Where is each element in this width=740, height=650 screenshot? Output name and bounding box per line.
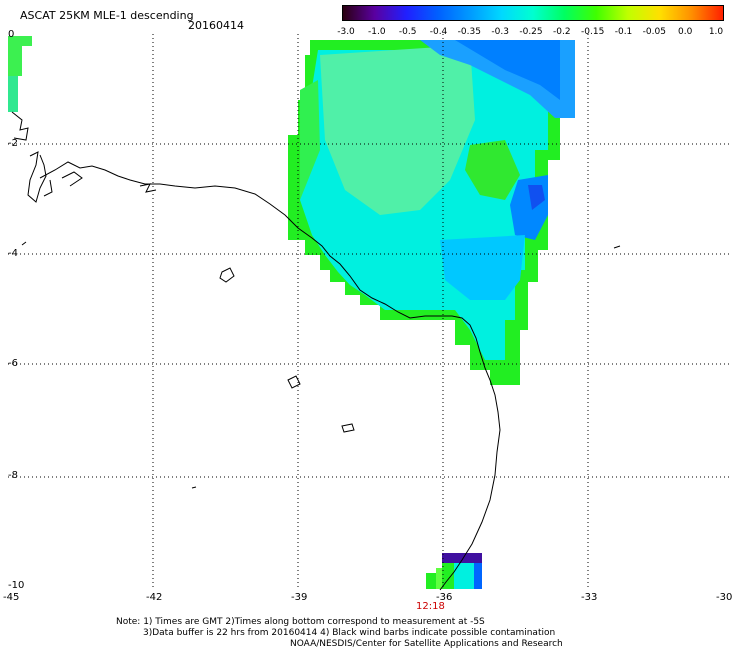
coastline-islands bbox=[11, 111, 621, 489]
lon-label-30: -30 bbox=[716, 592, 733, 603]
lon-label-42: -42 bbox=[146, 592, 163, 603]
colorbar-label: -3.0 bbox=[337, 27, 355, 37]
lat-label-2: -2 bbox=[8, 138, 18, 149]
colorbar-label: -0.5 bbox=[398, 27, 417, 37]
note-line-2: 3)Data buffer is 22 hrs from 20160414 4)… bbox=[143, 628, 556, 638]
colorbar-label: 1.0 bbox=[708, 27, 724, 37]
lat-label-10: -10 bbox=[8, 580, 25, 591]
wind-swath-north bbox=[288, 40, 575, 385]
lon-label-33: -33 bbox=[581, 592, 598, 603]
lat-label-0: 0 bbox=[8, 29, 15, 40]
map-title: ASCAT 25KM MLE-1 descending bbox=[20, 9, 194, 22]
coastline bbox=[39, 161, 501, 591]
colorbar-label: 0.0 bbox=[677, 27, 693, 37]
colorbar-label: -0.25 bbox=[519, 27, 543, 37]
note-line-3: NOAA/NESDIS/Center for Satellite Applica… bbox=[290, 639, 563, 649]
graticule bbox=[8, 34, 732, 590]
colorbar-label: -0.35 bbox=[457, 27, 481, 37]
time-label: 12:18 bbox=[416, 601, 445, 612]
lon-label-45: -45 bbox=[3, 592, 20, 603]
wind-swath-south bbox=[426, 553, 482, 589]
lat-label-4: -4 bbox=[8, 248, 18, 259]
lon-label-39: -39 bbox=[291, 592, 308, 603]
colorbar-label: -0.2 bbox=[553, 27, 571, 37]
colorbar-label: -1.0 bbox=[368, 27, 386, 37]
note-line-1: Note: 1) Times are GMT 2)Times along bot… bbox=[116, 617, 485, 627]
lon-label-36: -36 bbox=[436, 592, 453, 603]
colorbar-label: -0.15 bbox=[581, 27, 605, 37]
lat-label-6: -6 bbox=[8, 358, 18, 369]
colorbar bbox=[342, 5, 724, 21]
colorbar-labels: -3.0 -1.0 -0.5 -0.4 -0.35 -0.3 -0.25 -0.2 -0.15-… bbox=[0, 27, 740, 39]
wind-swath-corner bbox=[8, 36, 32, 112]
lat-label-8: -8 bbox=[8, 470, 18, 481]
map-date: 20160414 bbox=[188, 19, 244, 32]
colorbar-label: -0.05 bbox=[642, 27, 666, 37]
colorbar-label: -0.4 bbox=[429, 27, 448, 37]
colorbar-label: -0.1 bbox=[614, 27, 633, 37]
colorbar-label: -0.3 bbox=[491, 27, 509, 37]
